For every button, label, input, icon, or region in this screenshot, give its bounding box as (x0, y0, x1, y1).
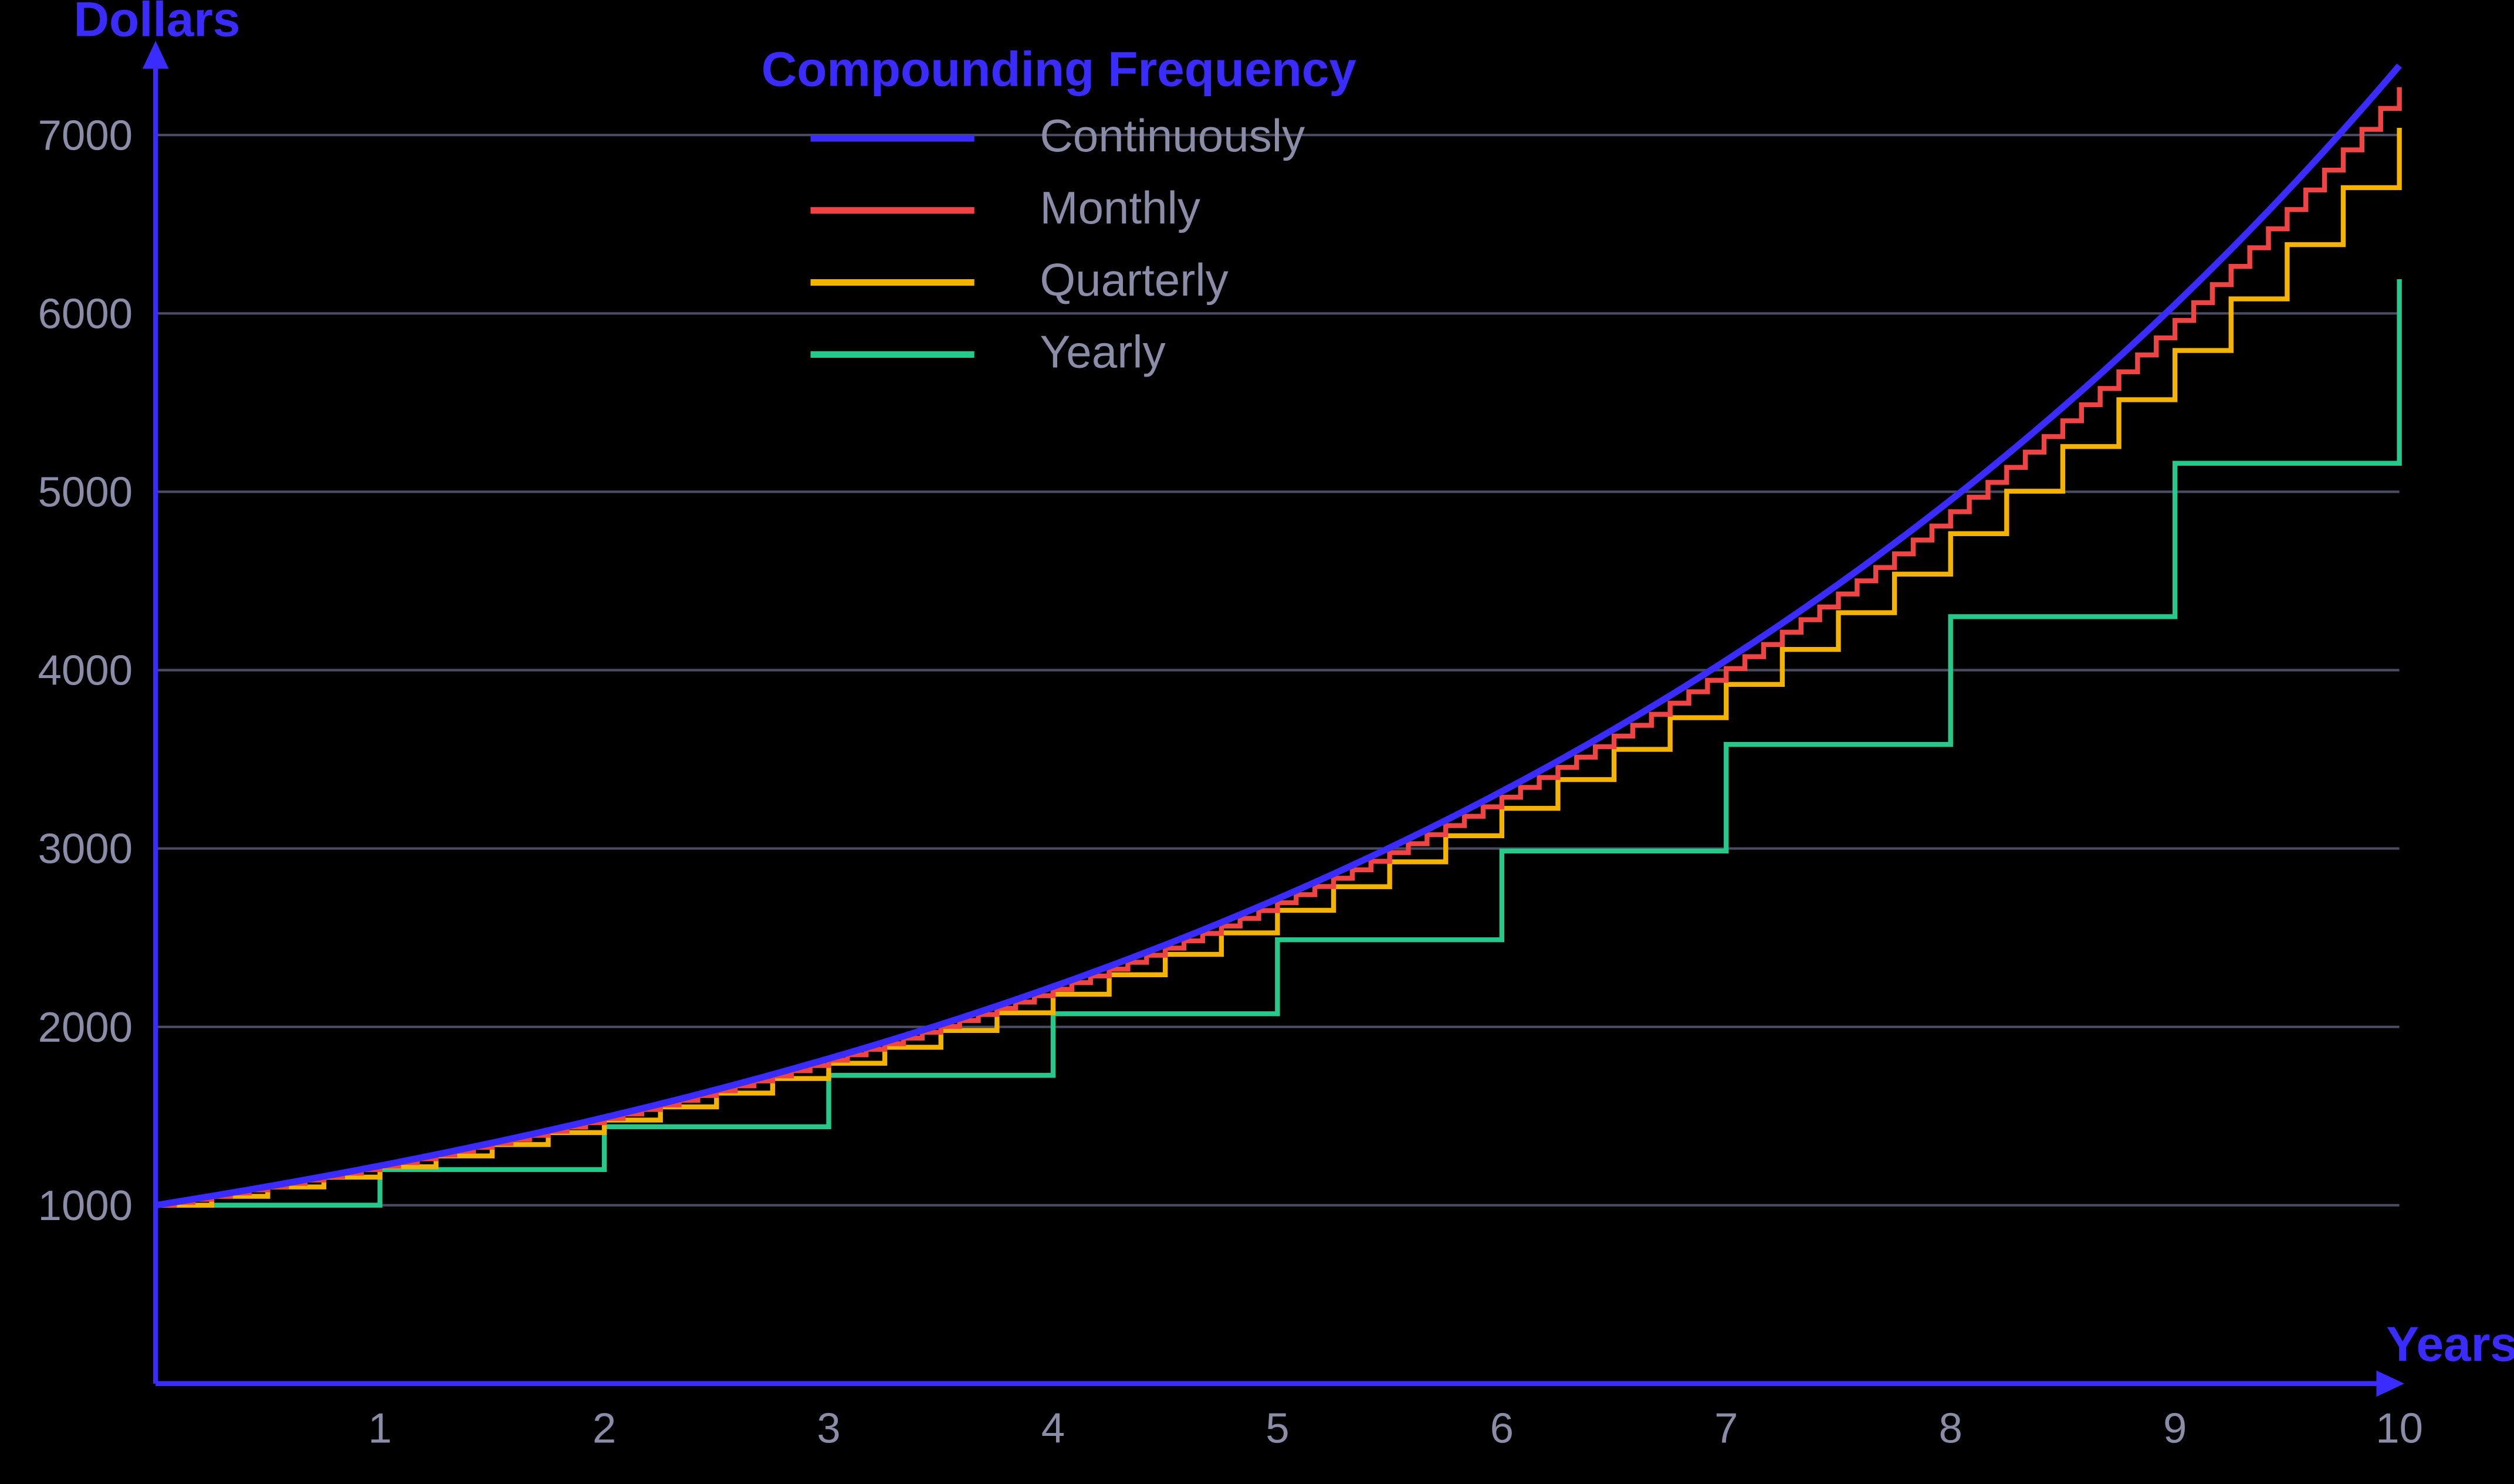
x-tick-label: 1 (368, 1404, 391, 1452)
legend-item-label: Monthly (1040, 182, 1200, 233)
compounding-chart: 1000 2000 3000 4000 5000 6000 7000 1 2 3 4 5 6 7 8 9 10 D… (0, 0, 2514, 1482)
x-tick-label: 7 (1714, 1404, 1738, 1452)
x-tick-label: 4 (1041, 1404, 1065, 1452)
legend-title: Compounding Frequency (762, 42, 1357, 97)
x-axis-title: Years (2386, 1316, 2514, 1371)
x-tick-label: 9 (2163, 1404, 2187, 1452)
y-axis-title: Dollars (74, 0, 241, 46)
x-tick-label: 5 (1266, 1404, 1289, 1452)
x-tick-label: 8 (1939, 1404, 1963, 1452)
x-tick-label: 3 (817, 1404, 840, 1452)
y-tick-label: 2000 (38, 1004, 133, 1051)
legend-item-label: Yearly (1040, 326, 1165, 378)
legend-item-label: Continuously (1040, 110, 1305, 161)
y-tick-label: 3000 (38, 825, 133, 873)
y-tick-label: 1000 (38, 1182, 133, 1229)
x-tick-label: 6 (1490, 1404, 1514, 1452)
x-tick-label: 10 (2376, 1404, 2423, 1452)
y-tick-label: 7000 (38, 111, 133, 159)
y-tick-label: 5000 (38, 469, 133, 516)
chart-container: 1000 2000 3000 4000 5000 6000 7000 1 2 3 4 5 6 7 8 9 10 D… (0, 0, 2514, 1482)
y-tick-label: 6000 (38, 290, 133, 337)
legend-item-label: Quarterly (1040, 254, 1228, 306)
y-tick-label: 4000 (38, 647, 133, 694)
x-tick-label: 2 (593, 1404, 616, 1452)
